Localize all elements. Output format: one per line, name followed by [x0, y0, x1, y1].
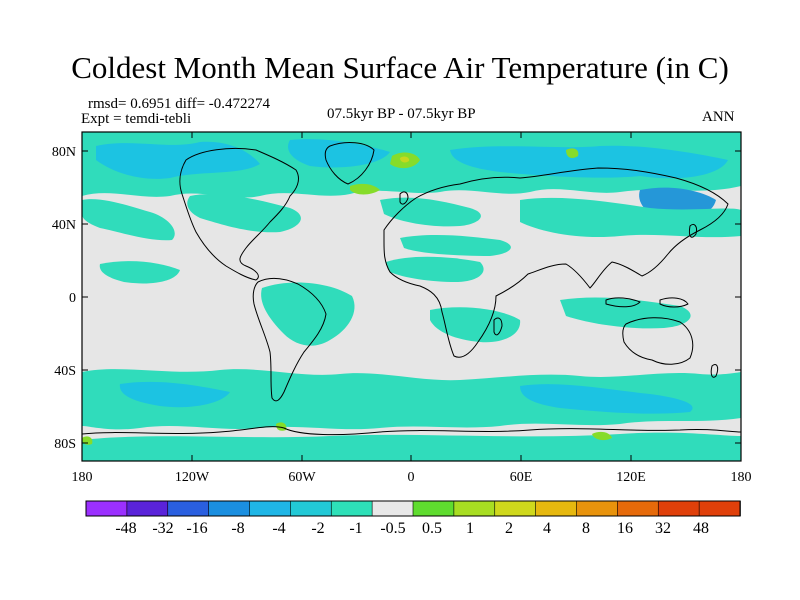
africa-eurasia-outline [383, 167, 729, 358]
arctic-cyan-1 [96, 141, 260, 179]
indonesia-outline [605, 297, 641, 308]
season-label: ANN [702, 109, 735, 125]
period-label: 07.5kyr BP - 07.5kyr BP [327, 106, 476, 122]
lon-tick-label: 120W [175, 470, 210, 485]
arctic-green-2 [566, 148, 579, 158]
southern-ocean-band [82, 369, 741, 430]
australia-outline [622, 317, 694, 365]
lat-tick-label: 80S [54, 437, 76, 452]
africa-tropics [386, 256, 484, 282]
plot-title: Coldest Month Mean Surface Air Temperatu… [71, 50, 729, 85]
south-america-field [261, 282, 355, 346]
southern-ocean-cyan-1 [119, 381, 230, 408]
antarctic-green-3 [592, 431, 612, 441]
colorbar-swatch [535, 500, 578, 517]
lon-tick-label: 120E [616, 470, 646, 485]
southern-ocean-cyan-2 [520, 384, 693, 414]
asia-band [520, 197, 741, 238]
new-zealand-outline [710, 363, 719, 378]
arctic-cyan-2 [288, 139, 390, 168]
lat-tick-label: 40N [52, 218, 76, 233]
colorbar-swatch [494, 500, 537, 517]
colorbar-swatch [126, 500, 169, 517]
colorbar-label: 4 [543, 520, 551, 537]
colorbar-frame [85, 500, 741, 517]
colorbar-swatch [330, 500, 373, 517]
antarctic-coast-band [82, 432, 741, 461]
madagascar-outline [493, 317, 503, 336]
experiment-label: Expt = temdi-tebli [81, 111, 192, 127]
colorbar-label: 32 [655, 520, 671, 537]
colorbar-label: -0.5 [380, 520, 405, 537]
colorbar-label: 1 [466, 520, 474, 537]
longitude-axis: 180 120W 60W 0 60E 120E 180 [72, 132, 752, 485]
colorbar-label: 8 [582, 520, 590, 537]
colorbar-label: -48 [115, 520, 136, 537]
lon-tick-label: 60E [510, 470, 533, 485]
colorbar-labels: -48 -32 -16 -8 -4 -2 -1 -0.5 0.5 1 2 4 8… [115, 520, 709, 537]
colorbar-label: 48 [693, 520, 709, 537]
south-atlantic-field [430, 307, 521, 343]
lat-tick-label: 0 [69, 291, 76, 306]
lon-tick-label: 180 [72, 470, 93, 485]
temperature-field [82, 132, 741, 461]
colorbar-swatch [453, 500, 496, 517]
lon-tick-label: 180 [731, 470, 752, 485]
colorbar-label: -1 [349, 520, 362, 537]
arctic-yellow [400, 156, 410, 163]
colorbar-swatch [412, 500, 455, 517]
colorbar-swatch [249, 500, 292, 517]
colorbar-label: -2 [311, 520, 324, 537]
colorbar-swatch [208, 500, 251, 517]
colorbar-swatch [617, 500, 660, 517]
colorbar-swatch [167, 500, 210, 517]
pacific-tropics [99, 261, 180, 284]
colorbar-label: -32 [152, 520, 173, 537]
lat-tick-label: 40S [54, 364, 76, 379]
colorbar-swatch [657, 500, 700, 517]
colorbar-label: 0.5 [422, 520, 442, 537]
coastlines [82, 142, 741, 436]
antarctic-green-1 [276, 422, 287, 431]
uk-outline [399, 191, 409, 205]
north-america-band [187, 194, 301, 233]
arctic-cyan-3 [450, 145, 728, 179]
mediterranean-band [400, 234, 511, 256]
lon-tick-label: 60W [288, 470, 316, 485]
colorbar-label: 2 [505, 520, 513, 537]
south-america-outline [252, 277, 327, 402]
stats-label: rmsd= 0.6951 diff= -0.472274 [88, 96, 271, 112]
colorbar-label: -8 [231, 520, 244, 537]
colorbar [85, 500, 741, 517]
colorbar-swatch [698, 500, 741, 517]
japan-outline [689, 223, 697, 238]
north-pacific-band [82, 199, 175, 241]
indian-ocean-field [560, 297, 691, 329]
colorbar-swatch [371, 500, 414, 517]
europe-band [380, 197, 481, 227]
colorbar-label: -16 [186, 520, 207, 537]
colorbar-swatch [576, 500, 619, 517]
colorbar-swatch [85, 500, 128, 517]
north-america-outline [179, 147, 299, 281]
colorbar-label: -4 [272, 520, 285, 537]
colorbar-label: 16 [617, 520, 633, 537]
lon-tick-label: 0 [408, 470, 415, 485]
atlantic-green [350, 183, 380, 195]
new-guinea-outline [659, 297, 689, 308]
greenland-outline [324, 142, 375, 185]
colorbar-swatch [290, 500, 333, 517]
latitude-axis: 80N 40N 0 40S 80S [52, 145, 741, 452]
lat-tick-label: 80N [52, 145, 76, 160]
antarctica-outline [82, 426, 741, 436]
